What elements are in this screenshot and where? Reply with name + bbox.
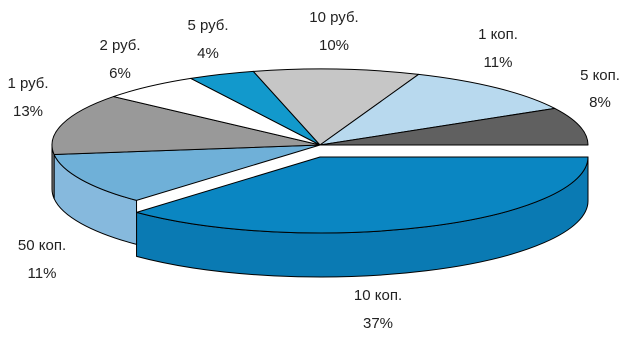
pie-label-10-руб: 10 руб. [309,9,358,26]
pie-label-10-коп: 10 коп. [354,287,402,304]
pie-slice-1-руб [51,96,321,156]
pie-slice-50-коп [53,144,321,201]
pie-slice-1-коп [319,73,556,146]
pie-slice-5-коп [319,107,589,146]
pie-label-2-руб: 2 руб. [99,37,140,54]
pie-label-5-руб: 5 руб. [187,17,228,34]
pie-value-1-руб: 13% [13,103,43,120]
pie-value-10-руб: 10% [319,37,349,54]
pie-label-1-руб: 1 руб. [7,75,48,92]
pie-value-5-коп: 8% [589,94,611,111]
pie-label-1-коп: 1 коп. [478,26,518,43]
pie-slice-10-коп [136,156,589,234]
pie-value-2-руб: 6% [109,65,131,82]
pie-value-1-коп: 11% [484,54,513,71]
pie-labels: 10 коп. 37% 50 коп. 11% 1 руб. 13% 2 руб. 6% 5 р… [7,9,620,332]
pie-value-50-коп: 11% [28,265,57,282]
pie-slice-10-руб [252,68,420,146]
pie-value-10-коп: 37% [363,315,393,332]
pie-label-5-коп: 5 коп. [580,67,620,84]
pie-tops [51,68,589,234]
pie-label-50-коп: 50 коп. [18,237,66,254]
pie-value-5-руб: 4% [197,45,219,62]
